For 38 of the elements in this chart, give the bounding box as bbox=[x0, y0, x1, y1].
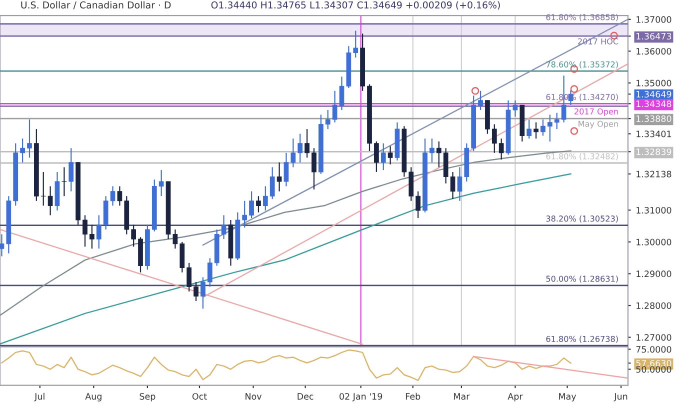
x-tick-label: Oct bbox=[192, 393, 207, 400]
y-tick-label: 1.32138 bbox=[636, 170, 672, 178]
ref-line-label: 2017 Open bbox=[574, 108, 618, 116]
y-tick-label: 75.0000 bbox=[636, 346, 672, 353]
y-tick-label: 1.31000 bbox=[636, 206, 672, 214]
x-tick-label: Aug bbox=[85, 393, 102, 402]
y-tick-label: 1.35000 bbox=[636, 80, 672, 86]
y-tick-label: 1.27000 bbox=[636, 334, 672, 341]
ref-line-label: May Open bbox=[578, 120, 618, 128]
chart-subtitle: O1.34440 H1.34765 L1.34307 C1.34649 +0.00209 (+0.16%) bbox=[211, 1, 500, 10]
chart-title: U.S. Dollar / Canadian Dollar · D bbox=[21, 1, 171, 10]
x-tick-label: Jun bbox=[614, 393, 628, 402]
y-tick-label: 1.29000 bbox=[636, 270, 672, 278]
x-tick-label: Apr bbox=[508, 393, 523, 402]
y-tick-label: 1.33401 bbox=[636, 130, 671, 138]
x-tick-label: Sep bbox=[140, 393, 156, 402]
y-tick-label: 1.36473 bbox=[636, 32, 672, 40]
ref-line-label: 50.00% (1.28631) bbox=[546, 276, 618, 283]
x-tick-label: Feb bbox=[406, 392, 420, 400]
y-tick-label: 1.28000 bbox=[636, 302, 672, 309]
x-tick-label: Jul bbox=[34, 392, 44, 402]
y-tick-label: 57.6630 bbox=[636, 360, 672, 367]
x-tick-label: May bbox=[559, 393, 576, 402]
ref-line-label: 61.80% (1.26738) bbox=[546, 336, 618, 343]
x-tick-label: 02 Jan '19 bbox=[340, 393, 382, 402]
y-tick-label: 1.34649 bbox=[636, 90, 672, 98]
y-tick-label: 1.36000 bbox=[636, 48, 672, 55]
y-tick-label: 1.34348 bbox=[636, 100, 672, 108]
y-tick-label: 1.30000 bbox=[636, 238, 672, 246]
x-tick-label: Mar bbox=[454, 393, 470, 400]
y-tick-label: 1.33880 bbox=[636, 115, 672, 122]
ref-line-label: 61.80% (1.32482) bbox=[546, 153, 618, 160]
ref-line-label: 78.60% (1.35372) bbox=[546, 61, 618, 68]
x-tick-label: Nov bbox=[246, 393, 262, 400]
y-tick-label: 1.32839 bbox=[636, 148, 672, 156]
y-tick-label: 1.37000 bbox=[636, 16, 672, 23]
ref-line-label: 38.20% (1.30523) bbox=[546, 215, 618, 223]
x-tick-label: Dec bbox=[298, 393, 314, 400]
